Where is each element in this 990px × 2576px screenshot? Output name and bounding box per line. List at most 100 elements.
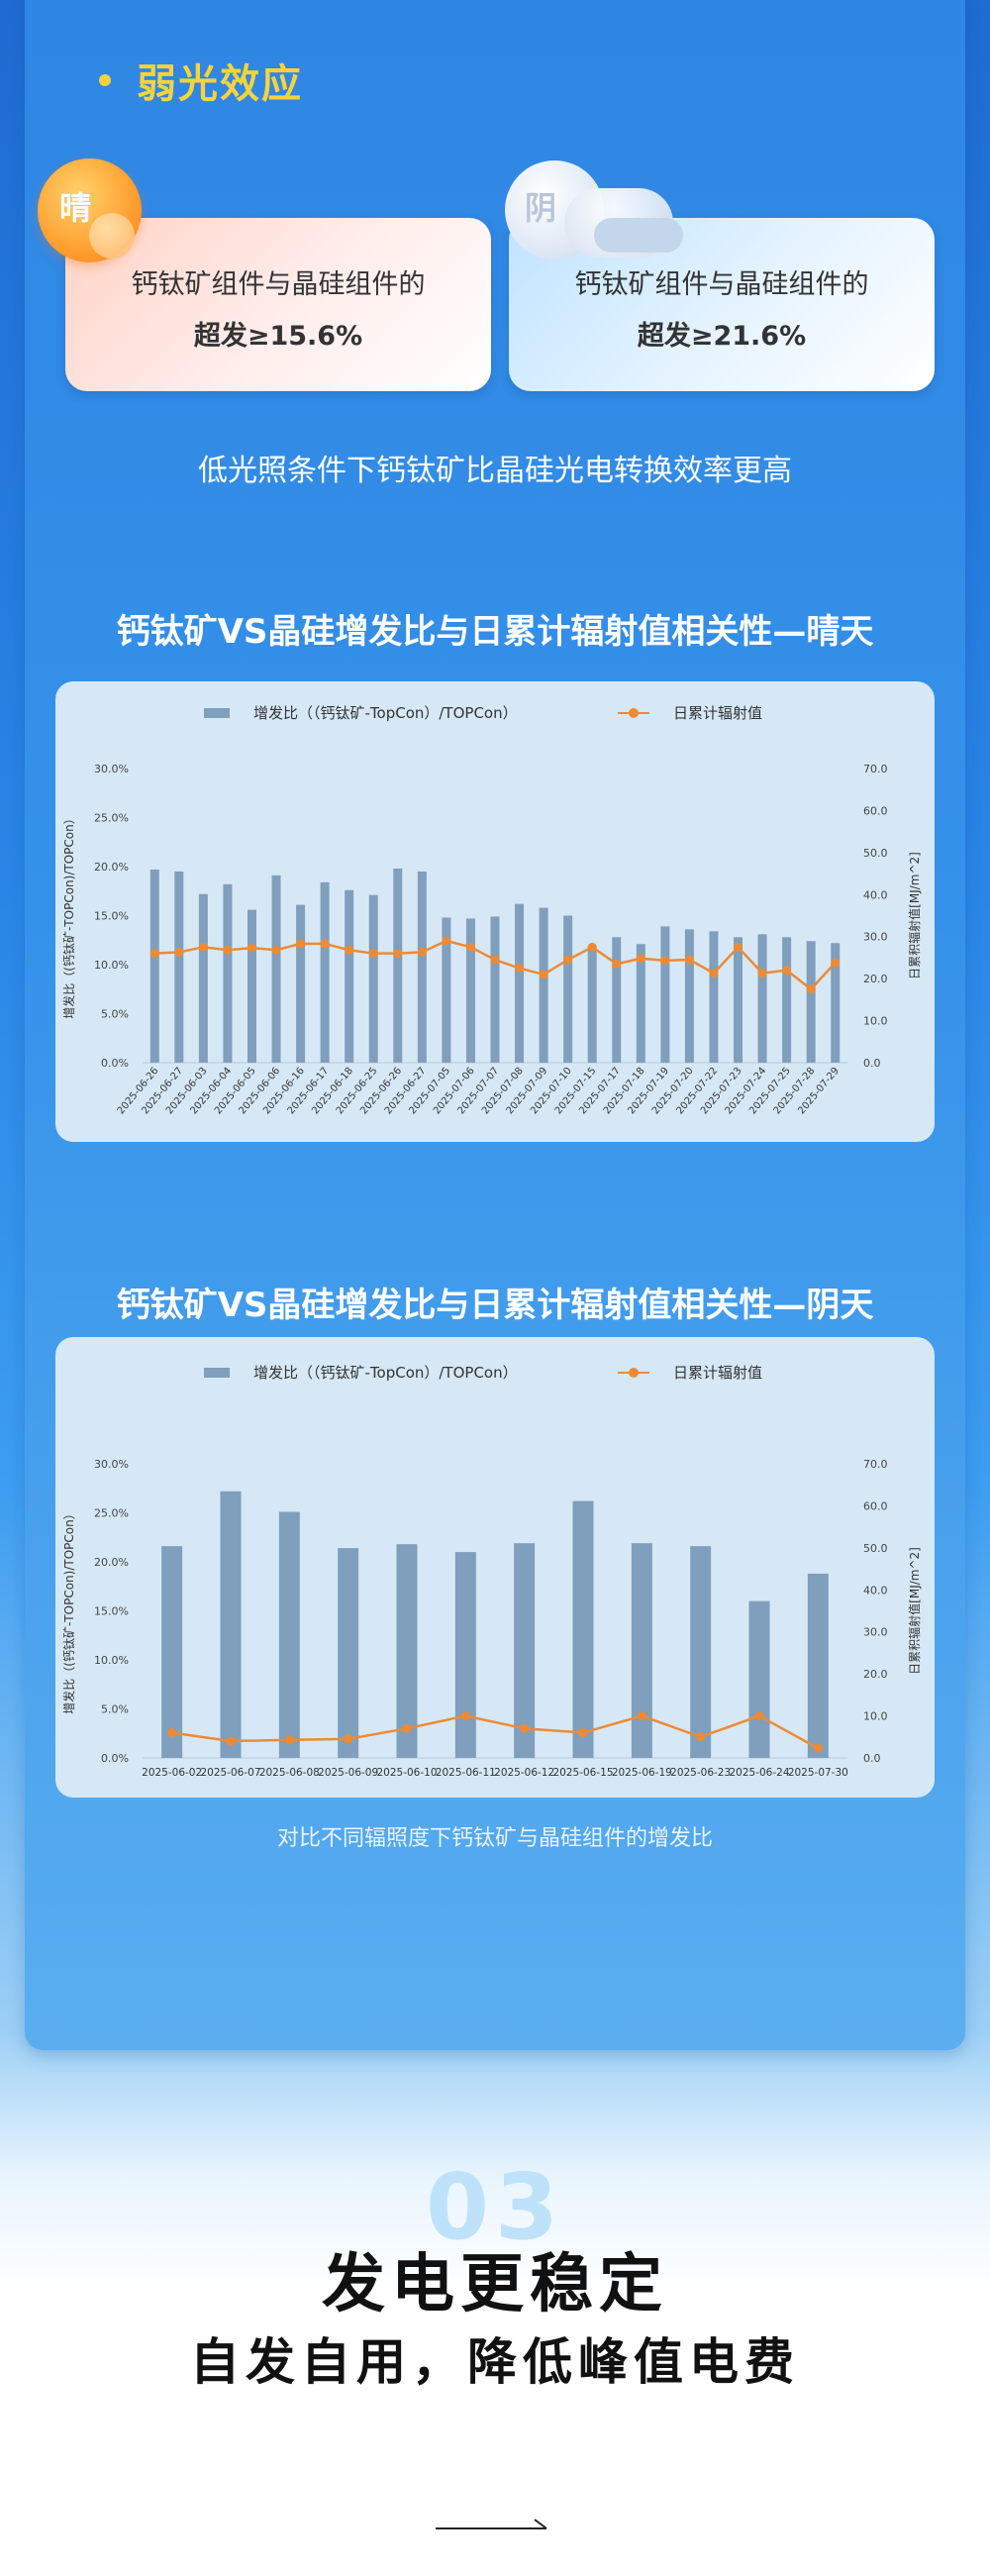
- right-tick-label: 0.0: [863, 1752, 881, 1765]
- left-tick-label: 5.0%: [101, 1703, 129, 1716]
- bar: [709, 931, 719, 1063]
- bar: [807, 1573, 829, 1758]
- radiation-point: [696, 1732, 706, 1742]
- cloudy-card-value: 超发≥21.6%: [637, 321, 807, 352]
- x-tick-label: 2025-06-19: [612, 1767, 672, 1779]
- right-tick-label: 10.0: [863, 1710, 888, 1723]
- bar: [396, 1544, 418, 1758]
- bar: [690, 1546, 712, 1758]
- section-header: 弱光效应: [99, 52, 303, 109]
- radiation-point: [271, 945, 281, 955]
- y-axis-right-title: 日累积辐射值[MJ/m^2]: [907, 1547, 922, 1675]
- chart-sunny: 增发比（（钙钛矿-TopCon）/TOPCon） 日累计辐射值 0.0% 5.0% 10…: [55, 681, 935, 1142]
- bar: [454, 1552, 476, 1758]
- radiation-point: [539, 970, 548, 979]
- legend-line-label: 日累计辐射值: [673, 704, 762, 722]
- right-tick-label: 20.0: [863, 973, 888, 985]
- bar: [417, 871, 427, 1063]
- legend-line-marker: [629, 708, 639, 718]
- chart-caption: 对比不同辐照度下钙钛矿与晶硅组件的增发比: [276, 1826, 713, 1851]
- left-tick-label: 0.0%: [101, 1057, 129, 1070]
- bar: [660, 926, 670, 1063]
- bar: [514, 1543, 536, 1758]
- bar: [223, 883, 233, 1063]
- radiation-point: [709, 969, 719, 979]
- legend-line-marker: [629, 1368, 639, 1378]
- subtitle: 低光照条件下钙钛矿比晶硅光电转换效率更高: [198, 454, 792, 488]
- x-tick-label: 2025-06-11: [436, 1767, 496, 1779]
- right-tick-label: 70.0: [863, 763, 888, 775]
- bar: [320, 881, 330, 1063]
- bar: [748, 1600, 770, 1758]
- right-tick-label: 40.0: [863, 888, 888, 901]
- chart-sunny-svg: 增发比（（钙钛矿-TopCon）/TOPCon） 日累计辐射值 0.0% 5.0% 10…: [61, 704, 922, 1116]
- chart-cloudy: 增发比（（钙钛矿-TopCon）/TOPCon） 日累计辐射值 0.0% 5.0% 10…: [55, 1337, 935, 1798]
- bar: [198, 893, 208, 1063]
- radiation-point: [402, 1723, 412, 1733]
- y-axis-left-title: 增发比（(钙钛矿-TOPCon)/TOPCon）: [61, 812, 76, 1018]
- right-tick-label: 20.0: [863, 1668, 888, 1681]
- radiation-point: [460, 1711, 470, 1721]
- left-tick-label: 30.0%: [94, 763, 129, 775]
- x-tick-label: 2025-06-02: [142, 1767, 202, 1779]
- radiation-point: [344, 1734, 353, 1744]
- radiation-point: [612, 959, 622, 969]
- x-tick-label: 2025-06-15: [552, 1767, 613, 1779]
- radiation-point: [587, 942, 597, 952]
- legend-line-label: 日累计辐射值: [673, 1364, 762, 1382]
- left-tick-label: 10.0%: [94, 959, 129, 972]
- legend-bar-label: 增发比（（钙钛矿-TopCon）/TOPCon）: [253, 704, 518, 722]
- bar: [684, 929, 694, 1063]
- radiation-point: [226, 1736, 236, 1746]
- right-tick-label: 70.0: [863, 1458, 888, 1471]
- right-tick-label: 30.0: [863, 931, 888, 944]
- left-tick-label: 30.0%: [94, 1458, 129, 1471]
- left-tick-label: 15.0%: [94, 910, 129, 923]
- radiation-point: [284, 1735, 294, 1745]
- radiation-point: [813, 1743, 823, 1753]
- legend-bar-swatch: [204, 1368, 230, 1378]
- right-tick-label: 40.0: [863, 1584, 888, 1597]
- right-tick-label: 50.0: [863, 847, 888, 860]
- bar: [368, 894, 378, 1063]
- sunny-card-line1: 钙钛矿组件与晶硅组件的: [131, 269, 426, 300]
- radiation-point: [320, 939, 330, 949]
- right-tick-label: 60.0: [863, 804, 888, 817]
- x-tick-label: 2025-06-12: [494, 1767, 554, 1779]
- bar: [174, 871, 184, 1063]
- radiation-point: [734, 942, 743, 952]
- bar: [271, 875, 281, 1063]
- bullet-dot-icon: [99, 74, 111, 86]
- radiation-point: [167, 1728, 177, 1738]
- radiation-point: [442, 936, 451, 946]
- left-tick-label: 15.0%: [94, 1605, 129, 1618]
- sunny-card: 钙钛矿组件与晶硅组件的 超发≥15.6%: [65, 218, 491, 391]
- bar: [631, 1543, 652, 1758]
- bar: [490, 916, 500, 1063]
- cloudy-card-line1: 钙钛矿组件与晶硅组件的: [574, 269, 869, 300]
- bar: [539, 907, 548, 1063]
- radiation-point: [223, 945, 233, 955]
- radiation-point: [578, 1728, 588, 1738]
- x-tick-label: 2025-06-24: [729, 1767, 789, 1779]
- cloudy-badge: 阴: [525, 189, 557, 227]
- radiation-point: [515, 964, 525, 974]
- bar: [831, 943, 841, 1063]
- y-axis-left-title: 增发比（(钙钛矿-TOPCon)/TOPCon）: [61, 1507, 76, 1713]
- radiation-point: [520, 1723, 530, 1733]
- right-tick-label: 0.0: [863, 1057, 881, 1070]
- right-tick-label: 10.0: [863, 1015, 888, 1028]
- right-tick-label: 50.0: [863, 1542, 888, 1555]
- bar: [636, 944, 645, 1063]
- bar: [345, 889, 354, 1063]
- x-tick-label: 2025-06-07: [200, 1767, 260, 1779]
- left-tick-label: 20.0%: [94, 861, 129, 874]
- bar: [612, 937, 622, 1063]
- bar: [247, 909, 256, 1063]
- radiation-point: [757, 969, 767, 979]
- bar: [757, 934, 767, 1063]
- radiation-point: [198, 942, 208, 952]
- left-tick-label: 10.0%: [94, 1654, 129, 1667]
- right-tick-label: 30.0: [863, 1626, 888, 1639]
- left-tick-label: 25.0%: [94, 1507, 129, 1520]
